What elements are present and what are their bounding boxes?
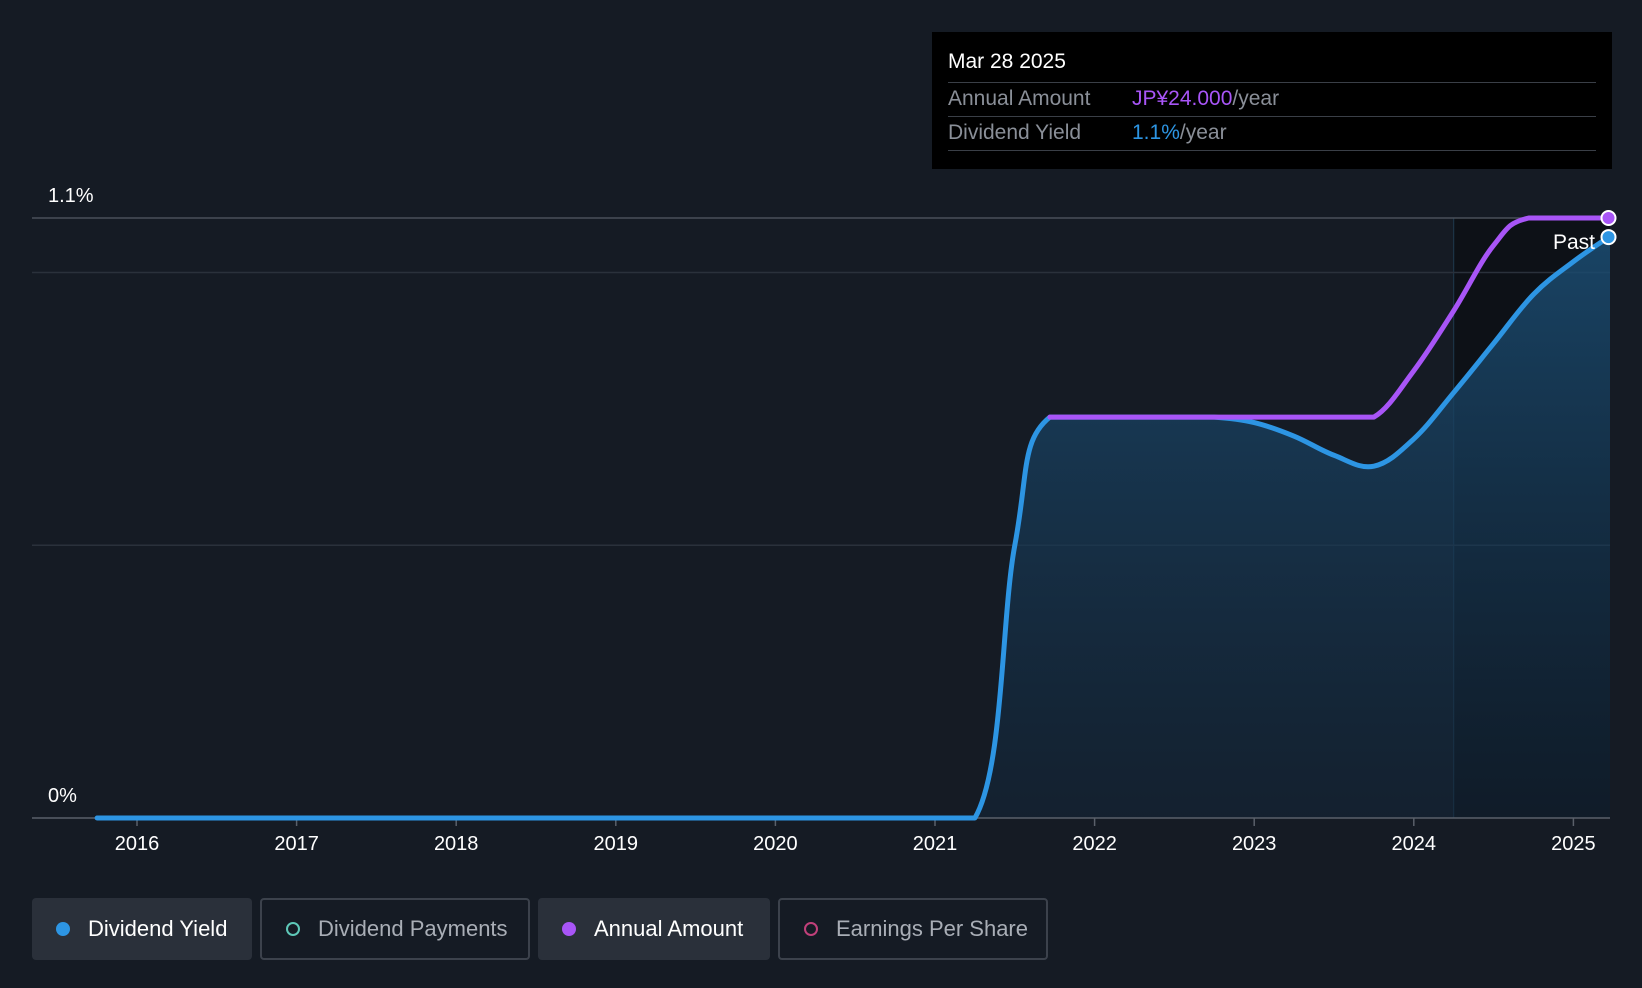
x-tick-label: 2023 [1232,833,1277,855]
tooltip-value: JP¥24.000/year [1132,87,1279,111]
legend-dividend-yield-button[interactable]: Dividend Yield [32,898,252,960]
y-tick-label: 1.1% [48,185,94,207]
hollow-dot-icon [286,922,300,936]
y-tick-label: 0% [48,785,77,807]
x-tick-label: 2018 [434,833,479,855]
past-region-label: Past [1553,231,1595,254]
x-tick-label: 2025 [1551,833,1596,855]
x-tick-label: 2020 [753,833,798,855]
x-tick-label: 2017 [274,833,319,855]
tooltip-unit: /year [1179,121,1227,144]
legend-label: Dividend Yield [88,916,228,941]
tooltip-amount-value: JP¥24.000 [1132,87,1233,110]
tooltip-date: Mar 28 2025 [948,50,1066,73]
x-tick-label: 2021 [913,833,958,855]
legend-label: Annual Amount [594,916,744,941]
legend-annual-amount-button[interactable]: Annual Amount [538,898,770,960]
x-axis-ticks: 2016 2017 2018 2019 2020 2021 2022 2023 2024 2025 [115,818,1596,855]
tooltip-row-annual-amount: Annual Amount JP¥24.000/year [948,82,1596,116]
filled-dot-icon [56,922,70,936]
y-axis-ticks: 1.1% 0% [48,185,94,807]
tooltip-yield-value: 1.1% [1132,121,1180,144]
annual-amount-end-marker[interactable] [1600,210,1617,226]
tooltip-label: Annual Amount [948,87,1091,110]
x-tick-label: 2024 [1392,833,1437,855]
tooltip-value: 1.1%/year [1132,121,1227,145]
x-tick-label: 2019 [594,833,639,855]
hollow-dot-icon [804,922,818,936]
legend-dividend-payments-button[interactable]: Dividend Payments [260,898,530,960]
x-tick-label: 2016 [115,833,160,855]
tooltip-unit: /year [1232,87,1280,110]
dividend-yield-end-marker[interactable] [1600,229,1617,246]
tooltip-row-dividend-yield: Dividend Yield 1.1%/year [948,116,1596,151]
filled-dot-icon [562,922,576,936]
tooltip-label: Dividend Yield [948,121,1082,144]
legend-earnings-per-share-button[interactable]: Earnings Per Share [778,898,1048,960]
data-tooltip: Mar 28 2025 Annual Amount JP¥24.000/year… [932,32,1612,169]
x-tick-label: 2022 [1072,833,1117,855]
legend-label: Dividend Payments [318,916,508,941]
legend-label: Earnings Per Share [836,916,1028,941]
annual-amount-line [1047,215,1612,420]
dividend-yield-area [97,237,1611,818]
